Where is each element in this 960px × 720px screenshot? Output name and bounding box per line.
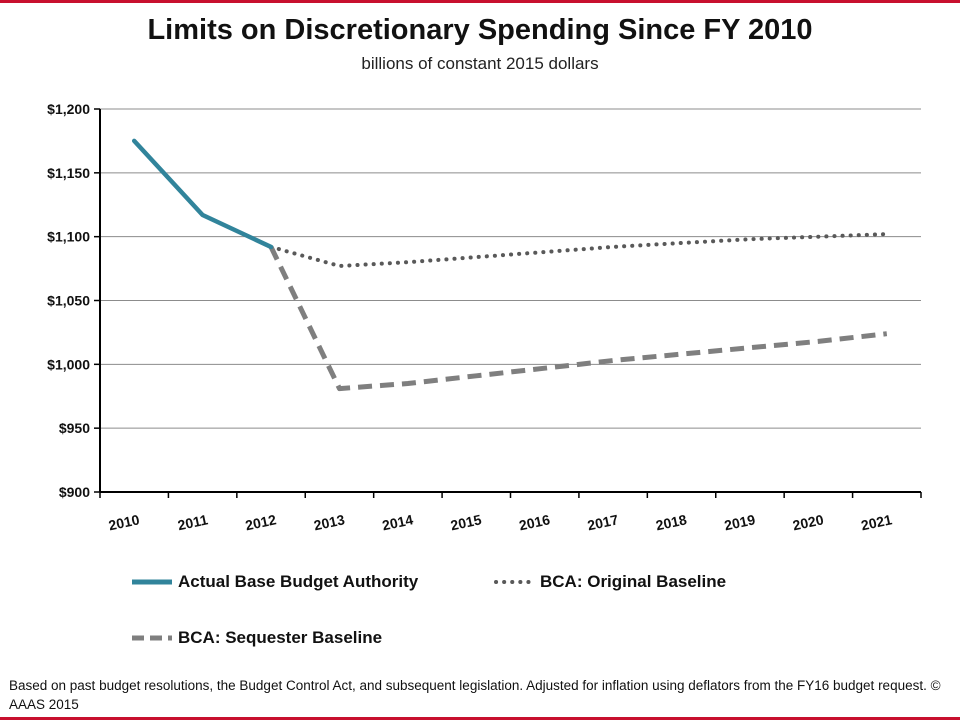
x-tick-label-2016: 2016 <box>518 511 552 533</box>
footnote: Based on past budget resolutions, the Bu… <box>9 678 941 712</box>
x-tick-label-2018: 2018 <box>654 511 688 533</box>
y-tick-label-1050: $1,050 <box>47 293 90 309</box>
y-tick-label-1100: $1,100 <box>47 229 90 245</box>
series-line-bca-original-baseline <box>269 232 889 268</box>
y-tick-label-900: $900 <box>59 484 90 500</box>
chart-subtitle: billions of constant 2015 dollars <box>361 54 599 73</box>
x-tick-label-2020: 2020 <box>791 511 825 533</box>
series-line-actual-base-budget-authority <box>131 138 274 250</box>
x-tick-label-2017: 2017 <box>586 511 620 533</box>
y-tick-label-1200: $1,200 <box>47 101 90 117</box>
x-tick-label-2019: 2019 <box>723 511 757 533</box>
x-tick-label-2021: 2021 <box>860 511 894 533</box>
x-tick-label-2014: 2014 <box>381 511 415 533</box>
series-line-bca-sequester-baseline <box>268 245 888 392</box>
x-tick-label-2012: 2012 <box>244 511 278 533</box>
x-tick-label-2013: 2013 <box>312 511 346 533</box>
y-tick-label-950: $950 <box>59 420 90 436</box>
top-frame-bar <box>0 0 960 3</box>
chart-title: Limits on Discretionary Spending Since F… <box>147 14 813 46</box>
bottom-frame-bar <box>0 717 960 720</box>
y-tick-label-1000: $1,000 <box>47 356 90 372</box>
x-tick-label-2015: 2015 <box>449 511 483 533</box>
x-tick-label-2010: 2010 <box>107 511 141 533</box>
y-tick-label-1150: $1,150 <box>47 165 90 181</box>
x-tick-label-2011: 2011 <box>176 511 209 533</box>
